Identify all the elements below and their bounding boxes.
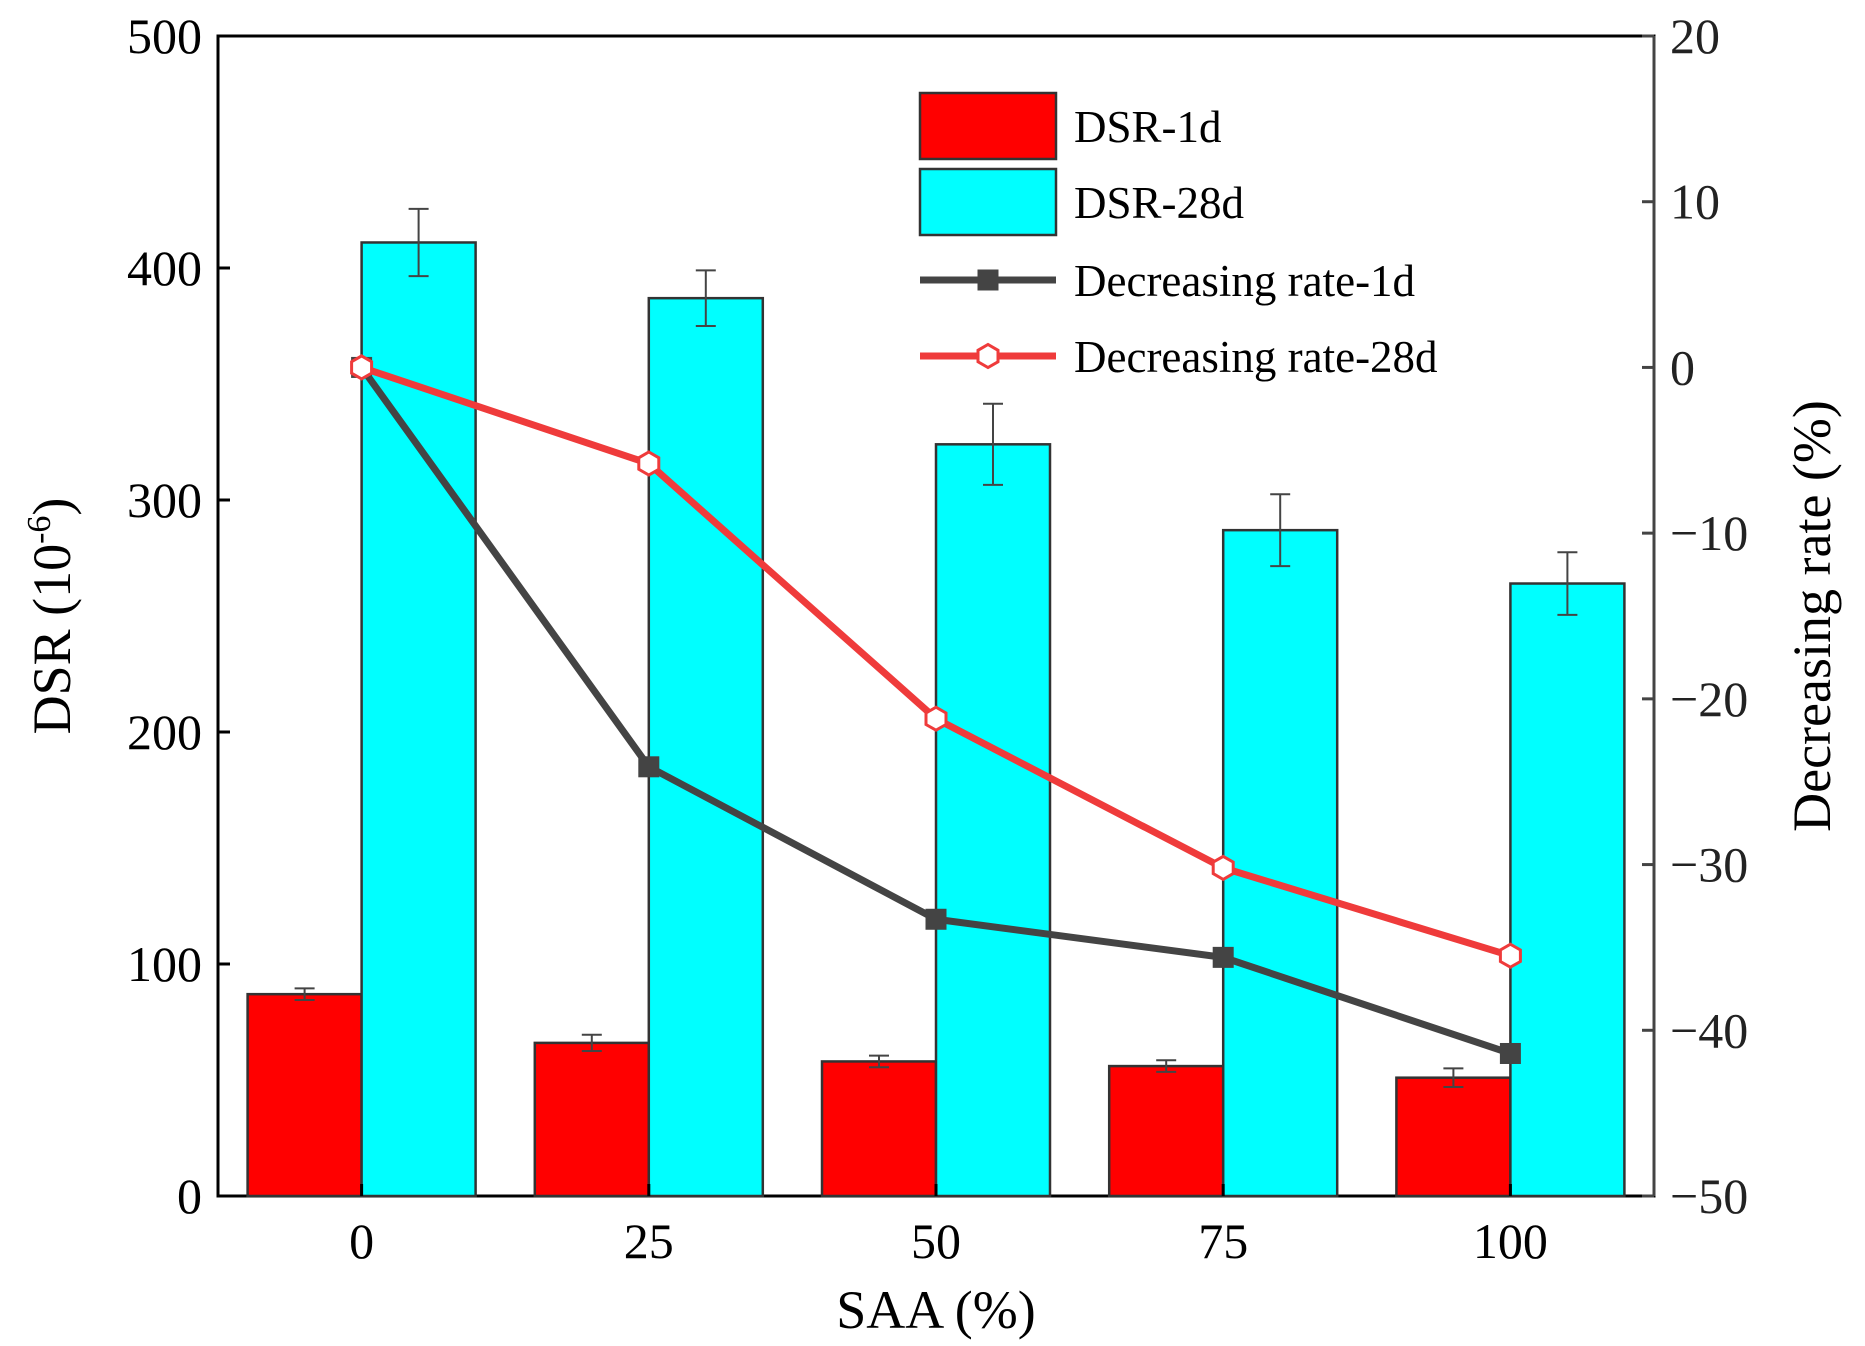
legend-marker-decreasing-rate-28d — [976, 342, 1000, 370]
x-tick-label-0: 0 — [349, 1213, 374, 1269]
y2-tick-label--20: −20 — [1670, 671, 1748, 727]
y-tick-label-300: 300 — [127, 472, 202, 528]
legend-label-dsr-1d: DSR-1d — [1074, 102, 1222, 152]
left-axis-ticks: 0 100 200 300 400 500 — [127, 8, 230, 1224]
marker-decreasing-rate-1d-100 — [1499, 1042, 1521, 1064]
x-tick-label-100: 100 — [1473, 1213, 1548, 1269]
legend-swatch-dsr-28d — [918, 167, 1058, 237]
marker-decreasing-rate-1d-50 — [925, 908, 947, 930]
marker-decreasing-rate-28d-25 — [637, 450, 661, 477]
marker-decreasing-rate-1d-25 — [638, 756, 660, 778]
legend-marker-decreasing-rate-1d — [977, 269, 999, 291]
y-axis-title-end: ) — [22, 498, 82, 516]
y-tick-label-100: 100 — [127, 936, 202, 992]
legend-label-dsr-28d: DSR-28d — [1074, 178, 1244, 228]
marker-decreasing-rate-28d-75 — [1211, 854, 1235, 882]
bar-dsr-28d-75 — [1221, 528, 1339, 1198]
marker-decreasing-rate-28d-0 — [350, 354, 374, 381]
marker-decreasing-rate-28d-50 — [924, 705, 948, 732]
bar-dsr-28d-100 — [1509, 582, 1626, 1198]
bar-dsr-28d-25 — [647, 296, 765, 1198]
y2-tick-label--50: −50 — [1670, 1168, 1748, 1224]
legend-label-decreasing-rate-1d: Decreasing rate-1d — [1074, 256, 1415, 306]
y-tick-label-400: 400 — [127, 240, 202, 296]
y-axis-title-main: DSR (10 — [22, 544, 82, 735]
y-tick-label-200: 200 — [127, 704, 202, 760]
bars-layer — [246, 241, 1626, 1198]
y-axis-title-sup: -6 — [21, 516, 58, 544]
markers-layer — [350, 354, 1522, 1064]
right-axis-ticks: −50 −40 −30 −20 −10 0 10 20 — [1642, 8, 1748, 1224]
y2-tick-label-20: 20 — [1670, 8, 1720, 64]
y2-tick-label--10: −10 — [1670, 505, 1748, 561]
x-tick-label-50: 50 — [911, 1213, 961, 1269]
marker-decreasing-rate-1d-75 — [1212, 946, 1234, 968]
legend: DSR-1d DSR-28d Decreasing rate-1d Decreasin… — [918, 91, 1438, 382]
bar-dsr-1d-100 — [1395, 1076, 1512, 1198]
x-axis-ticks: 0 25 50 75 100 — [349, 1184, 1548, 1269]
x-tick-label-25: 25 — [624, 1213, 674, 1269]
legend-swatch-dsr-1d — [918, 91, 1058, 161]
errorbars-layer — [294, 207, 1578, 1088]
y-axis-title: DSR (10-6) — [21, 498, 82, 735]
bar-dsr-28d-50 — [934, 443, 1052, 1198]
bar-dsr-1d-75 — [1107, 1064, 1225, 1198]
y2-axis-title: Decreasing rate (%) — [1782, 400, 1842, 832]
x-tick-label-75: 75 — [1198, 1213, 1248, 1269]
y-tick-label-500: 500 — [127, 8, 202, 64]
legend-label-decreasing-rate-28d: Decreasing rate-28d — [1074, 332, 1438, 382]
bar-dsr-1d-0 — [246, 992, 363, 1198]
y2-tick-label-0: 0 — [1670, 339, 1695, 395]
y2-tick-label-10: 10 — [1670, 174, 1720, 230]
bar-dsr-1d-25 — [533, 1041, 651, 1198]
marker-decreasing-rate-28d-100 — [1498, 942, 1522, 969]
y2-tick-label--30: −30 — [1670, 837, 1748, 893]
bar-dsr-1d-50 — [820, 1060, 938, 1198]
x-axis-title: SAA (%) — [836, 1280, 1036, 1340]
y2-tick-label--40: −40 — [1670, 1002, 1748, 1058]
y-tick-label-0: 0 — [177, 1168, 202, 1224]
